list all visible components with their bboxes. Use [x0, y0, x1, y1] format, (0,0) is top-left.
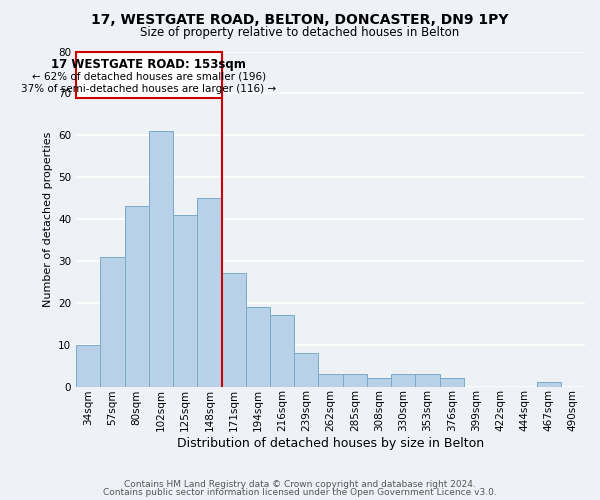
Text: Size of property relative to detached houses in Belton: Size of property relative to detached ho… [140, 26, 460, 39]
Text: ← 62% of detached houses are smaller (196): ← 62% of detached houses are smaller (19… [32, 72, 266, 82]
Bar [149, 131, 173, 386]
Bar [440, 378, 464, 386]
Bar [197, 198, 221, 386]
Bar [367, 378, 391, 386]
Bar [246, 307, 270, 386]
Bar [536, 382, 561, 386]
Bar [343, 374, 367, 386]
Bar [319, 374, 343, 386]
Text: 17, WESTGATE ROAD, BELTON, DONCASTER, DN9 1PY: 17, WESTGATE ROAD, BELTON, DONCASTER, DN… [91, 12, 509, 26]
Bar [391, 374, 415, 386]
Bar [415, 374, 440, 386]
X-axis label: Distribution of detached houses by size in Belton: Distribution of detached houses by size … [177, 437, 484, 450]
Bar [270, 316, 294, 386]
FancyBboxPatch shape [76, 52, 221, 98]
Text: 37% of semi-detached houses are larger (116) →: 37% of semi-detached houses are larger (… [21, 84, 277, 94]
Bar [221, 274, 246, 386]
Text: 17 WESTGATE ROAD: 153sqm: 17 WESTGATE ROAD: 153sqm [52, 58, 246, 71]
Text: Contains HM Land Registry data © Crown copyright and database right 2024.: Contains HM Land Registry data © Crown c… [124, 480, 476, 489]
Bar [100, 256, 125, 386]
Bar [76, 344, 100, 387]
Text: Contains public sector information licensed under the Open Government Licence v3: Contains public sector information licen… [103, 488, 497, 497]
Bar [125, 206, 149, 386]
Bar [173, 215, 197, 386]
Bar [294, 353, 319, 386]
Y-axis label: Number of detached properties: Number of detached properties [43, 132, 53, 306]
